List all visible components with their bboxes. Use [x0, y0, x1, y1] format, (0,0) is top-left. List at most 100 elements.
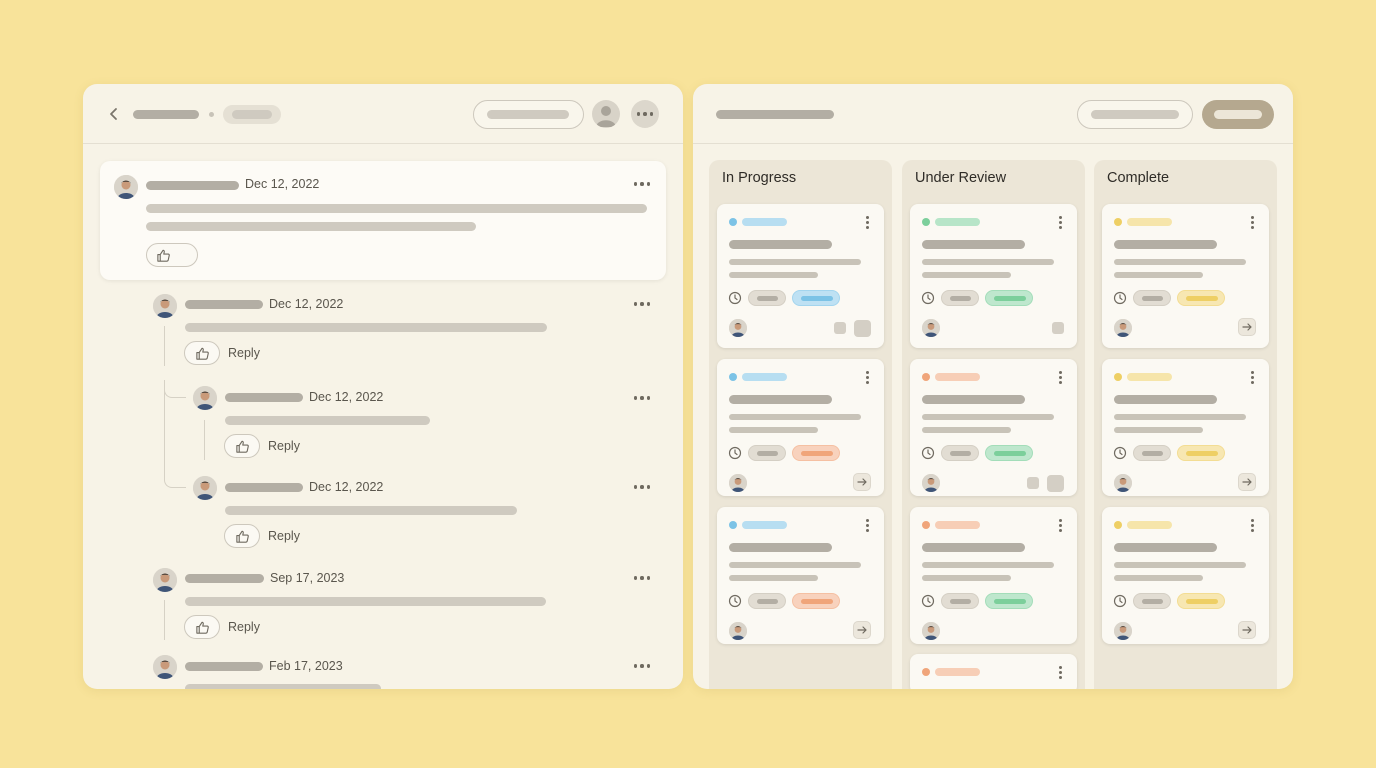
attachment-icon[interactable]: [1052, 322, 1064, 334]
card-title: [729, 543, 832, 552]
more-vertical-icon[interactable]: [1058, 371, 1062, 384]
reply-link[interactable]: Reply: [268, 529, 300, 543]
arrow-right-icon[interactable]: [853, 621, 871, 639]
card-text-line: [922, 259, 1054, 265]
status-dot: [922, 521, 930, 529]
task-card[interactable]: [1102, 507, 1269, 644]
thumbs-up-icon: [195, 621, 209, 634]
due-date-pill: [1133, 445, 1171, 461]
card-text-line: [1114, 575, 1203, 581]
like-button[interactable]: [224, 434, 260, 458]
comment-date: Dec 12, 2022: [269, 297, 344, 311]
comment-card: Dec 12, 2022: [100, 161, 666, 280]
priority-pill: [792, 290, 840, 306]
more-horizontal-icon[interactable]: [634, 662, 650, 670]
comments-header: [83, 84, 683, 144]
more-vertical-icon[interactable]: [1058, 519, 1062, 532]
priority-pill: [792, 445, 840, 461]
like-button[interactable]: [184, 615, 220, 639]
column-title: Complete: [1107, 170, 1170, 186]
column-title: Under Review: [915, 170, 1007, 186]
card-title: [729, 240, 832, 249]
primary-action-button[interactable]: [1202, 100, 1274, 129]
task-card[interactable]: [1102, 204, 1269, 348]
due-date-pill: [748, 445, 786, 461]
back-chevron-icon[interactable]: [105, 104, 123, 124]
arrow-right-icon[interactable]: [1238, 473, 1256, 491]
avatar: [193, 386, 217, 410]
due-date-pill: [941, 445, 979, 461]
reply-link[interactable]: Reply: [268, 439, 300, 453]
avatar: [153, 655, 177, 679]
card-text-line: [729, 272, 818, 278]
more-vertical-icon[interactable]: [865, 216, 869, 229]
tag-label: [935, 521, 980, 529]
reply-link[interactable]: Reply: [228, 346, 260, 360]
card-title: [1114, 395, 1217, 404]
card-title: [922, 240, 1025, 249]
user-icon[interactable]: [592, 100, 620, 128]
card-text-line: [1114, 272, 1203, 278]
due-date-pill: [1133, 290, 1171, 306]
like-button[interactable]: [184, 341, 220, 365]
arrow-right-icon[interactable]: [1238, 621, 1256, 639]
more-horizontal-icon[interactable]: [634, 180, 650, 188]
task-card[interactable]: [910, 359, 1077, 496]
thumbs-up-icon: [157, 249, 170, 262]
filter-pill-button[interactable]: [1077, 100, 1193, 129]
attachment-icon[interactable]: [1047, 475, 1064, 492]
task-card[interactable]: [910, 204, 1077, 348]
like-button[interactable]: [146, 243, 198, 267]
more-vertical-icon[interactable]: [865, 519, 869, 532]
status-dot: [1114, 521, 1122, 529]
more-horizontal-icon[interactable]: [634, 574, 650, 582]
thread-line: [164, 326, 165, 366]
attachment-icon[interactable]: [834, 322, 846, 334]
comment-text-line: [146, 204, 647, 213]
priority-pill: [985, 593, 1033, 609]
task-card[interactable]: [717, 204, 884, 348]
board-column: In Progress: [709, 160, 892, 689]
filter-pill-button[interactable]: [473, 100, 584, 129]
board-header: [693, 84, 1293, 144]
comment-date: Sep 17, 2023: [270, 571, 345, 585]
more-horizontal-icon[interactable]: [634, 394, 650, 402]
thumbs-up-icon: [235, 530, 249, 543]
more-vertical-icon[interactable]: [1250, 216, 1254, 229]
task-card[interactable]: [717, 507, 884, 644]
like-button[interactable]: [224, 524, 260, 548]
priority-pill: [985, 445, 1033, 461]
status-dot: [1114, 373, 1122, 381]
more-vertical-icon[interactable]: [1250, 519, 1254, 532]
arrow-right-icon[interactable]: [1238, 318, 1256, 336]
status-dot: [922, 668, 930, 676]
tag-label: [1127, 218, 1172, 226]
avatar: [922, 622, 940, 640]
more-horizontal-icon[interactable]: [631, 100, 659, 128]
comment-text-line: [185, 684, 381, 689]
more-vertical-icon[interactable]: [1250, 371, 1254, 384]
clock-icon: [921, 446, 935, 460]
more-horizontal-icon[interactable]: [634, 300, 650, 308]
reply-link[interactable]: Reply: [228, 620, 260, 634]
task-card[interactable]: [910, 654, 1077, 689]
card-text-line: [729, 259, 861, 265]
arrow-right-icon[interactable]: [853, 473, 871, 491]
priority-pill: [792, 593, 840, 609]
task-card[interactable]: [1102, 359, 1269, 496]
more-vertical-icon[interactable]: [1058, 216, 1062, 229]
tag-label: [935, 218, 980, 226]
attachment-icon[interactable]: [854, 320, 871, 337]
breadcrumb-current[interactable]: [223, 105, 281, 124]
task-card[interactable]: [910, 507, 1077, 644]
more-vertical-icon[interactable]: [1058, 666, 1062, 679]
more-horizontal-icon[interactable]: [634, 483, 650, 491]
avatar: [922, 474, 940, 492]
comment-author: [225, 393, 303, 402]
breadcrumb-parent[interactable]: [133, 110, 199, 119]
task-card[interactable]: [717, 359, 884, 496]
more-vertical-icon[interactable]: [865, 371, 869, 384]
due-date-pill: [748, 593, 786, 609]
card-title: [922, 543, 1025, 552]
attachment-icon[interactable]: [1027, 477, 1039, 489]
